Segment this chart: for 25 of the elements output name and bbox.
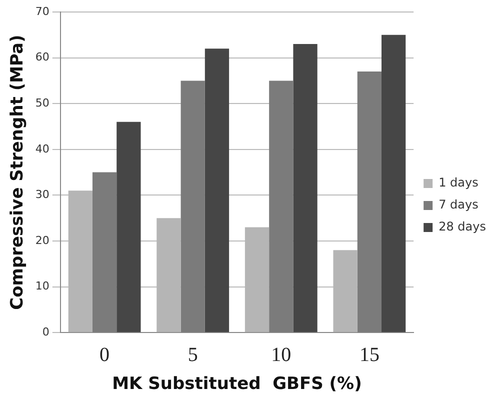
legend-label: 7 days bbox=[438, 198, 478, 212]
x-tick-label: 5 bbox=[188, 344, 198, 366]
x-tick-label: 10 bbox=[271, 344, 292, 366]
y-tick-label: 0 bbox=[42, 325, 50, 338]
legend-label: 1 days bbox=[438, 176, 478, 190]
y-tick-label: 10 bbox=[35, 280, 50, 293]
bar bbox=[382, 34, 406, 332]
x-axis-title: MK Substituted GBFS (%) bbox=[112, 374, 362, 394]
y-tick-label: 50 bbox=[35, 96, 50, 110]
bar bbox=[116, 122, 141, 332]
y-tick-label: 40 bbox=[35, 142, 50, 156]
x-tick-label: 15 bbox=[359, 344, 380, 366]
y-tick-label: 30 bbox=[35, 188, 50, 202]
x-tick-label: 0 bbox=[100, 344, 110, 366]
bar bbox=[293, 44, 318, 332]
bar bbox=[357, 72, 382, 332]
y-tick-label: 70 bbox=[35, 4, 50, 18]
bar bbox=[204, 48, 230, 332]
legend-label: 28 days bbox=[438, 220, 486, 234]
y-tick-label: 60 bbox=[35, 50, 50, 64]
y-tick-label: 20 bbox=[35, 234, 50, 247]
bar bbox=[92, 172, 117, 332]
bar bbox=[269, 80, 294, 332]
y-axis-title: Compressive Strenght (MPa) bbox=[8, 34, 28, 310]
bar bbox=[180, 80, 205, 332]
